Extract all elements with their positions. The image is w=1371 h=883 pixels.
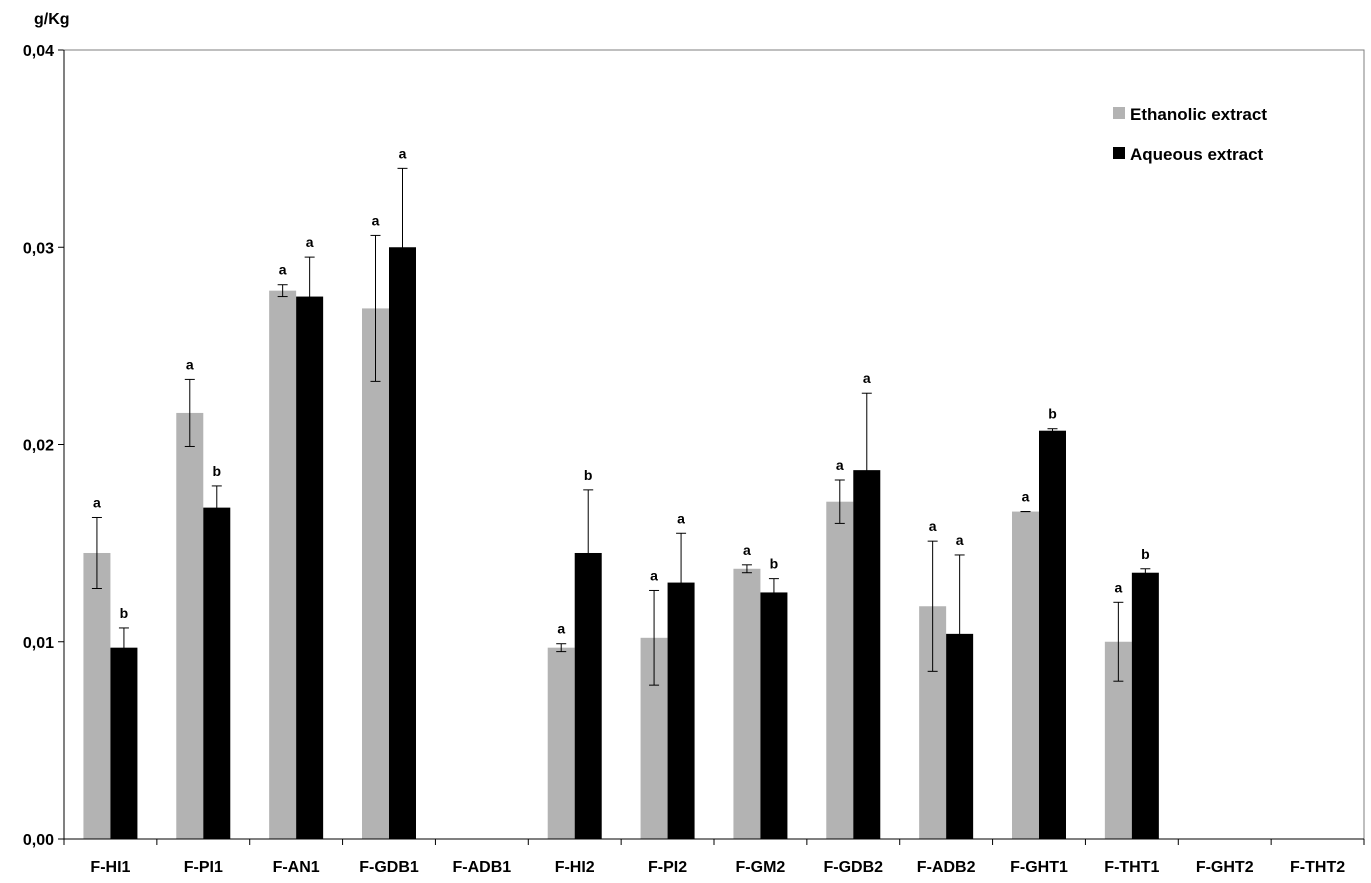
y-tick-label: 0,02: [23, 438, 54, 455]
significance-letter: a: [306, 234, 314, 250]
error-bars: [91, 167, 1151, 714]
x-category-label: F-GHT1: [1010, 859, 1068, 876]
legend-label: Ethanolic extract: [1130, 105, 1267, 124]
error-bar: [304, 256, 315, 337]
significance-letter: b: [584, 467, 593, 483]
error-bar: [768, 578, 779, 607]
error-bar: [370, 234, 381, 382]
error-bar: [91, 516, 102, 589]
x-category-label: F-ADB2: [917, 859, 976, 876]
error-bar: [1140, 568, 1151, 578]
x-category-label: F-GM2: [736, 859, 786, 876]
y-tick-label: 0,00: [23, 832, 54, 849]
y-tick-label: 0,01: [23, 635, 54, 652]
significance-letter: a: [863, 370, 871, 386]
x-category-label: F-GDB1: [359, 859, 419, 876]
significance-letter: a: [399, 145, 407, 161]
bar-ethanolic: [826, 501, 854, 839]
significance-letter: b: [213, 463, 222, 479]
x-category-label: F-ADB1: [453, 859, 512, 876]
error-bar: [1047, 428, 1058, 434]
error-bar: [277, 284, 288, 298]
error-bar: [118, 627, 129, 668]
bar-aqueous: [203, 507, 231, 839]
bar-ethanolic: [733, 568, 761, 839]
error-bar: [927, 540, 938, 672]
legend-swatch: [1113, 147, 1125, 159]
x-category-label: F-PI2: [648, 859, 687, 876]
error-bar: [954, 554, 965, 714]
error-bar: [741, 564, 752, 574]
y-tick-label: 0,04: [23, 43, 54, 60]
significance-letter: a: [93, 494, 101, 510]
error-bar: [184, 378, 195, 447]
bar-ethanolic: [176, 412, 204, 839]
bar-ethanolic: [1012, 511, 1039, 839]
x-category-label: F-THT1: [1104, 859, 1159, 876]
error-bar: [676, 532, 687, 633]
legend-label: Aqueous extract: [1130, 145, 1264, 164]
significance-letter: b: [120, 605, 129, 621]
error-bar: [861, 392, 872, 548]
significance-letter: b: [770, 556, 779, 572]
error-bar: [211, 485, 222, 530]
significance-letter: a: [372, 212, 380, 228]
y-tick-label: 0,03: [23, 240, 54, 257]
significance-letter: a: [929, 518, 937, 534]
bar-aqueous: [1039, 430, 1066, 839]
significance-letter: a: [836, 457, 844, 473]
significance-letter: a: [279, 262, 287, 278]
legend: Ethanolic extract Aqueous extract: [1113, 105, 1267, 164]
x-category-label: F-HI2: [555, 859, 595, 876]
bar-ethanolic: [83, 552, 111, 839]
axes: [63, 49, 1365, 840]
error-bar: [834, 479, 845, 524]
x-category-label: F-GDB2: [824, 859, 884, 876]
error-bar: [397, 167, 408, 327]
y-axis-ticks: 0,00 0,01 0,02 0,03 0,04: [23, 43, 64, 849]
significance-letter: b: [1048, 406, 1057, 422]
error-bar: [649, 589, 660, 686]
x-category-label: F-PI1: [184, 859, 223, 876]
x-category-label: F-HI1: [90, 859, 130, 876]
significance-letter: a: [743, 542, 751, 558]
legend-swatch: [1113, 107, 1125, 119]
bar-aqueous: [760, 592, 788, 839]
x-axis-categories: F-HI1 F-PI1 F-AN1 F-GDB1 F-ADB1 F-HI2 F-PI2 F-G…: [63, 839, 1365, 876]
bar-aqueous: [296, 296, 324, 839]
significance-letter: a: [650, 567, 658, 583]
significance-labels: a a a a a a a a a a a b b a a b a b a a b b: [93, 145, 1150, 636]
significance-letter: a: [557, 621, 565, 637]
bar-ethanolic: [547, 647, 575, 839]
significance-letter: b: [1141, 546, 1150, 562]
significance-letter: a: [956, 532, 964, 548]
x-category-label: F-THT2: [1290, 859, 1345, 876]
significance-letter: a: [1114, 579, 1122, 595]
bar-ethanolic: [362, 308, 389, 840]
error-bar: [556, 643, 567, 653]
bar-ethanolic: [269, 290, 297, 839]
bar-aqueous: [389, 247, 416, 839]
significance-letter: a: [186, 356, 194, 372]
bar-aqueous: [110, 647, 138, 839]
bars: [83, 247, 1159, 840]
significance-letter: a: [677, 510, 685, 526]
plot-frame: [63, 49, 1365, 840]
error-bar: [583, 489, 594, 617]
significance-letter: a: [1022, 489, 1030, 505]
x-category-label: F-GHT2: [1196, 859, 1254, 876]
error-bar: [1113, 601, 1124, 682]
y-axis-unit-label: g/Kg: [34, 11, 70, 28]
x-category-label: F-AN1: [273, 859, 320, 876]
bar-aqueous: [1131, 572, 1159, 839]
